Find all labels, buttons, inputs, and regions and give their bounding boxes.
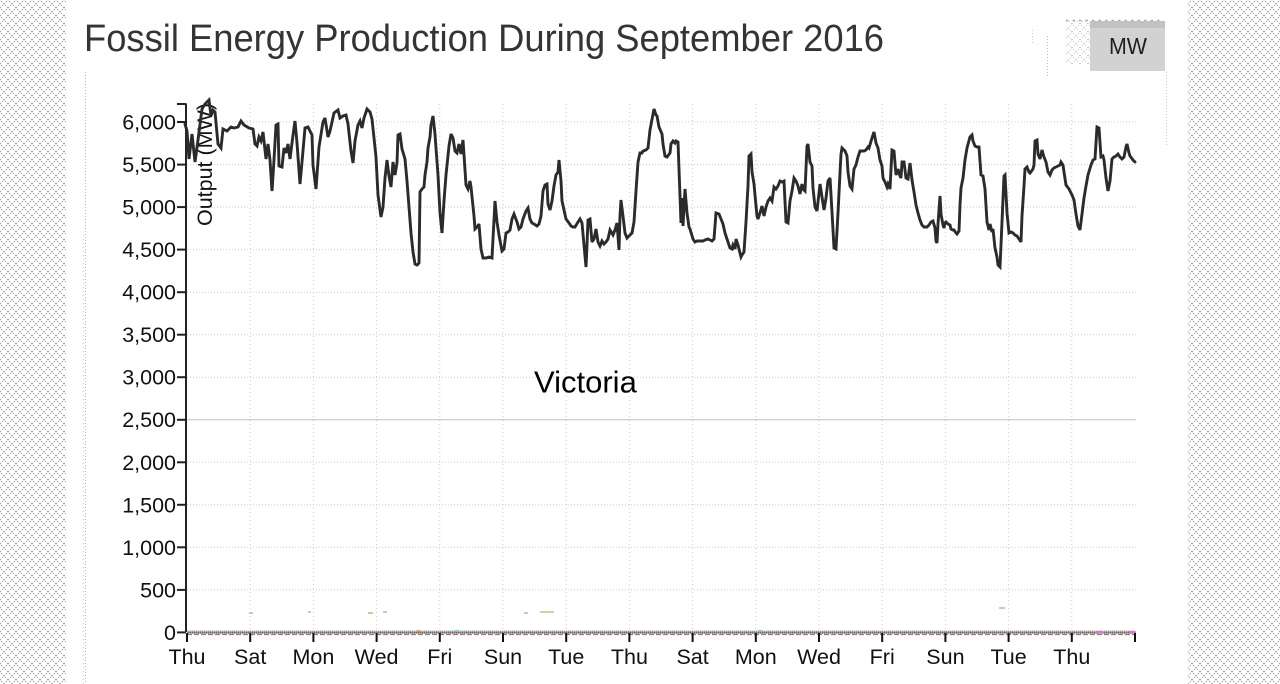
svg-text:MW: MW — [1109, 33, 1148, 59]
svg-text:Fri: Fri — [427, 645, 452, 669]
svg-text:Mon: Mon — [735, 645, 777, 669]
svg-text:500: 500 — [140, 578, 176, 602]
svg-text:Sun: Sun — [926, 645, 964, 669]
svg-text:Thu: Thu — [168, 645, 205, 669]
svg-text:2,500: 2,500 — [122, 408, 176, 432]
svg-text:Thu: Thu — [611, 645, 648, 669]
svg-text:5,500: 5,500 — [122, 153, 176, 177]
svg-text:Tue: Tue — [990, 645, 1026, 669]
svg-text:3,500: 3,500 — [122, 323, 176, 347]
svg-text:Sat: Sat — [234, 645, 266, 669]
svg-text:Sat: Sat — [676, 645, 708, 669]
svg-text:Thu: Thu — [1053, 645, 1090, 669]
svg-text:Tue: Tue — [548, 645, 584, 669]
svg-text:Mon: Mon — [292, 645, 334, 669]
svg-text:3,000: 3,000 — [122, 366, 176, 390]
svg-text:Wed: Wed — [797, 645, 841, 669]
svg-text:Sun: Sun — [484, 645, 522, 669]
svg-text:1,500: 1,500 — [122, 493, 176, 517]
svg-text:Fossil Energy Production Durin: Fossil Energy Production During Septembe… — [84, 18, 884, 60]
svg-text:Output (MW): Output (MW) — [193, 103, 217, 226]
svg-text:1,000: 1,000 — [122, 536, 176, 560]
svg-text:4,000: 4,000 — [122, 281, 176, 305]
svg-text:4,500: 4,500 — [122, 238, 176, 262]
svg-text:5,000: 5,000 — [122, 196, 176, 220]
svg-text:6,000: 6,000 — [122, 111, 176, 135]
svg-text:2,000: 2,000 — [122, 451, 176, 475]
svg-text:Victoria: Victoria — [534, 365, 638, 400]
svg-text:Fri: Fri — [870, 645, 895, 669]
svg-text:0: 0 — [164, 621, 176, 645]
svg-text:Wed: Wed — [355, 645, 399, 669]
